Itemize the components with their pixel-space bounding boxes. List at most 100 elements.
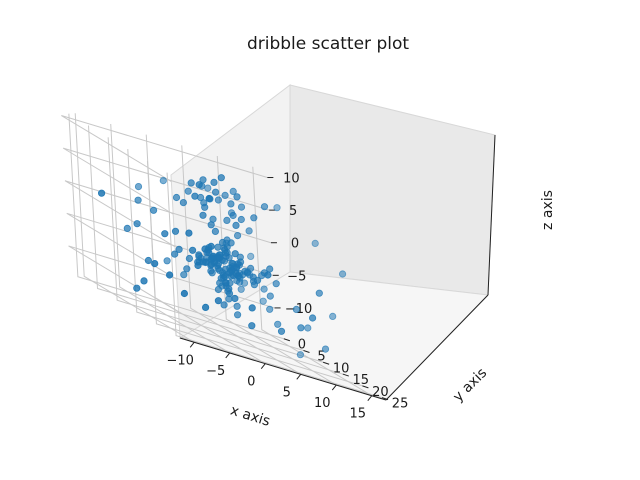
scatter-point	[98, 189, 106, 197]
y-tick-label: 15	[353, 373, 370, 388]
scatter-point	[296, 351, 304, 359]
scatter-point	[229, 211, 237, 220]
scatter-point	[292, 305, 300, 313]
scatter-point	[150, 206, 158, 214]
scatter-point	[297, 324, 305, 332]
scatter-point	[304, 324, 312, 332]
scatter-point	[245, 227, 253, 235]
scatter-point	[221, 191, 229, 199]
tick-marks	[189, 177, 389, 402]
scatter-point	[133, 220, 141, 228]
scatter-point	[223, 243, 231, 251]
scatter-point	[180, 271, 188, 279]
scatter-point	[260, 203, 269, 211]
scatter-point	[166, 271, 174, 279]
scatter-point	[227, 200, 235, 208]
scatter-point	[212, 188, 220, 196]
x-tick-label: −10	[166, 353, 193, 368]
scatter-point	[222, 252, 230, 260]
y-gridline	[88, 125, 304, 351]
y-tick-label: 20	[372, 385, 389, 400]
scatter-point	[189, 246, 197, 254]
scatter-point	[315, 289, 323, 297]
scatter-point	[273, 204, 281, 212]
scatter-point	[231, 294, 239, 303]
scatter-point	[195, 181, 203, 189]
scatter-point	[272, 280, 280, 288]
z-tick-label: 10	[283, 172, 300, 187]
y-gridline	[127, 149, 343, 375]
scatter-point	[187, 179, 195, 187]
scatter-point	[260, 285, 268, 293]
scatter-point	[229, 187, 237, 195]
scatter-point	[199, 211, 207, 219]
scatter-point	[247, 252, 255, 260]
z-gridline	[68, 245, 275, 313]
y-gridline	[166, 172, 383, 399]
scatter-point	[266, 265, 274, 273]
scatter-point	[185, 254, 193, 263]
scatter-point	[201, 245, 209, 253]
scatter-point	[180, 289, 188, 298]
x-tick-label: 5	[283, 385, 291, 400]
scatter-point	[231, 250, 239, 258]
y-tick-label: 0	[298, 338, 306, 353]
x-gridline	[216, 156, 337, 386]
scatter-point	[311, 239, 319, 247]
scatter-point	[222, 279, 230, 287]
scatter-point	[204, 184, 212, 192]
x-axis-line	[179, 337, 387, 401]
scatter-point	[234, 311, 242, 319]
scatter-point	[277, 327, 286, 335]
scatter-point	[179, 199, 187, 207]
scatter-point	[274, 320, 282, 328]
z-tick-label: −5	[287, 269, 306, 284]
y-tick	[362, 385, 369, 389]
scatter-point	[210, 178, 218, 186]
scatter-point	[214, 196, 222, 204]
scatter-point	[248, 304, 256, 312]
scatter-point	[218, 238, 227, 247]
scatter-point	[227, 272, 235, 280]
scatter-point	[329, 312, 337, 320]
chart-title: dribble scatter plot	[247, 34, 409, 54]
scatter-points	[98, 174, 347, 359]
scatter-point	[195, 251, 203, 259]
scatter-point	[214, 285, 222, 294]
scatter-point	[161, 230, 169, 238]
scatter-point	[199, 258, 207, 266]
z-tick-label: 5	[289, 204, 297, 219]
z-axis-line	[487, 134, 496, 296]
x-axis-label: x axis	[228, 403, 272, 430]
scatter-point	[140, 277, 148, 285]
y-axis-line	[385, 294, 489, 401]
scatter-point	[221, 272, 229, 281]
pane-back	[289, 84, 496, 296]
x-tick	[331, 384, 337, 391]
scatter-point	[205, 194, 213, 203]
x-tick-label: 15	[350, 407, 367, 422]
scatter-point	[250, 214, 258, 222]
x-tick	[189, 341, 195, 348]
y-tick	[381, 397, 389, 401]
y-tick-label: 5	[317, 350, 325, 365]
scatter-point	[134, 183, 143, 191]
scatter-point	[183, 265, 191, 273]
scatter-point	[223, 216, 231, 224]
scatter-point	[266, 305, 274, 313]
scatter-point	[134, 196, 142, 204]
scatter-point	[237, 203, 246, 211]
scatter-point	[233, 302, 241, 310]
y-tick	[322, 361, 330, 365]
z-gridline	[61, 115, 268, 182]
scatter-point	[243, 269, 252, 277]
axis-lines	[179, 134, 496, 401]
scatter-point	[171, 250, 179, 258]
scatter-point	[266, 292, 274, 300]
scatter-point	[151, 259, 159, 268]
scatter-point	[211, 227, 219, 235]
scatter-point	[207, 260, 215, 268]
